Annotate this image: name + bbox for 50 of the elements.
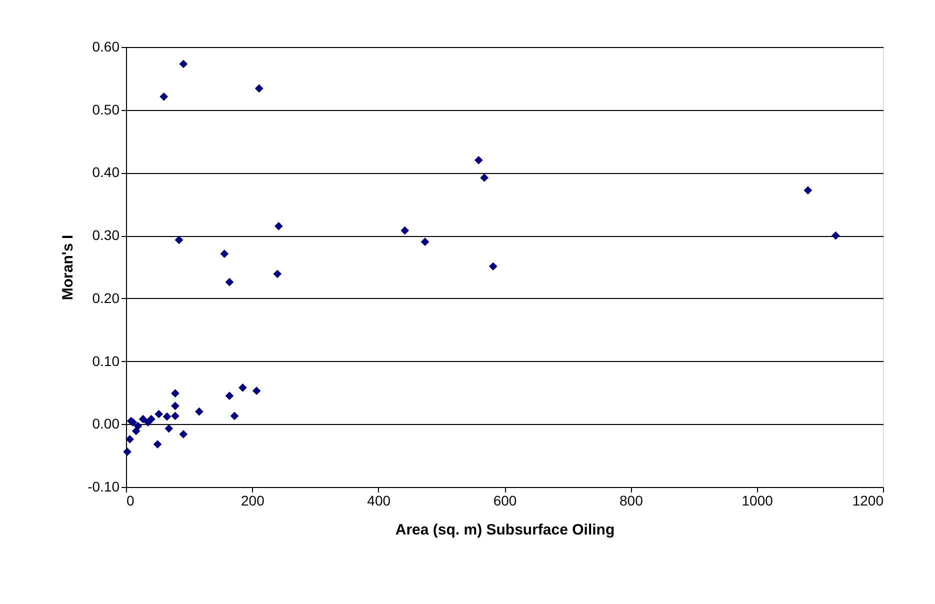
y-tick-label: 0.30: [92, 227, 120, 244]
point: [171, 412, 180, 420]
y-tick-label: -0.10: [88, 478, 120, 494]
x-axis-title: Area (sq. m) Subsurface Oiling: [395, 522, 615, 538]
point: [171, 402, 180, 410]
point: [225, 392, 234, 400]
x-tick-label: 1200: [852, 492, 884, 508]
point: [252, 386, 261, 396]
point: [230, 412, 239, 420]
point: [194, 407, 204, 416]
point: [273, 270, 282, 278]
point: [162, 412, 172, 421]
point: [254, 84, 264, 93]
point: [138, 414, 148, 424]
point: [153, 440, 162, 448]
point: [179, 60, 188, 68]
point: [804, 186, 812, 194]
y-tick-label: 0.50: [92, 101, 120, 118]
point: [420, 238, 430, 246]
y-tick-label: 0.40: [92, 164, 120, 180]
point: [400, 226, 410, 235]
x-tick-label: 800: [619, 492, 644, 508]
point: [474, 156, 483, 164]
point: [160, 92, 168, 101]
point: [164, 424, 174, 433]
point: [126, 435, 134, 444]
x-tick-label: 600: [493, 492, 517, 508]
point: [154, 410, 163, 418]
y-tick-label: 0.10: [92, 352, 120, 369]
point: [132, 426, 140, 436]
point: [225, 278, 234, 286]
point: [238, 384, 247, 392]
y-tick-label: 0.60: [92, 38, 120, 54]
x-tick-label: 200: [240, 492, 265, 508]
x-tick-label: 400: [367, 492, 391, 508]
point: [220, 250, 229, 258]
point: [123, 448, 132, 456]
x-tick-label: 1000: [742, 492, 774, 508]
point: [480, 174, 488, 182]
point: [274, 222, 283, 230]
point: [179, 430, 188, 438]
point: [488, 262, 498, 271]
point: [171, 389, 180, 398]
x-tick-label: 0: [126, 492, 134, 508]
y-tick-label: 0.00: [92, 416, 120, 432]
y-tick-label: 0.20: [92, 290, 120, 306]
point: [832, 231, 840, 240]
y-axis-title: Moran's I: [60, 234, 77, 300]
point: [147, 414, 156, 424]
point: [174, 236, 184, 244]
